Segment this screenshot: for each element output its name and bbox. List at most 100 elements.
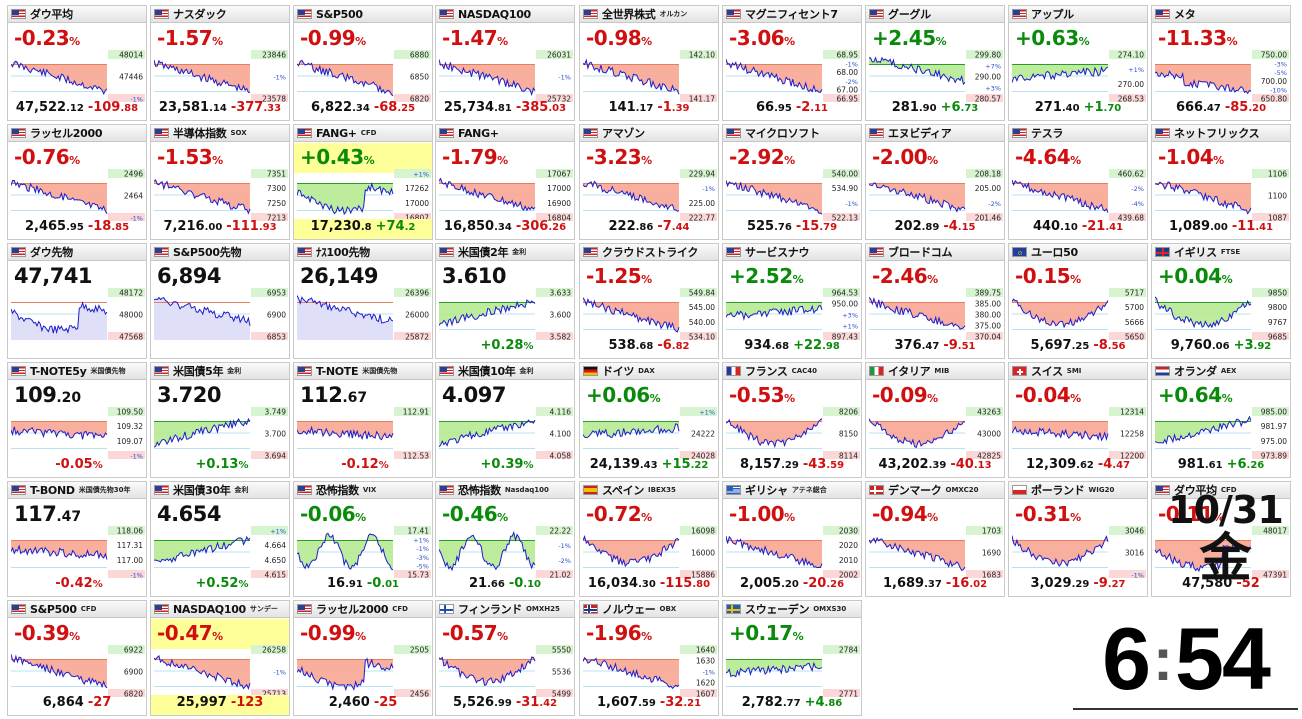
percent-change: -2.46 [872,264,928,288]
tile-nqcfd[interactable]: NASDAQ100 サンデー -0.47% 26258 -1% 25713 25,997 -1… [150,600,290,716]
tile-apple[interactable]: アップル +0.63% 274.10 +1% 270.00 268.53 271.40 +1.… [1008,5,1148,121]
sparkline-area [297,60,393,96]
tick-label: 9767 [1268,318,1287,327]
tile-msft[interactable]: マイクロソフト -2.92% 540.00 534.90 -1% 522.13 525.76… [722,124,862,240]
tick-label: 5499 [552,690,571,698]
tick-label-bg [1109,526,1146,535]
tile-world[interactable]: 全世界株式 オルカン -0.98% 142.10 141.17 141.17 -1.39 [579,5,719,121]
tile-aex[interactable]: オランダ AEX +0.64% 985.00 981.97 975.00 973.89 981… [1151,362,1291,478]
tile-header: FANG+ [436,125,574,142]
tile-now[interactable]: サービスナウ +2.52% 964.53 950.00 +3% +1% 897.43 934.… [722,243,862,359]
tile-headline: -0.57% [436,619,574,649]
tile-avgo[interactable]: ブロードコム -2.46% 389.75 385.00 380.00 375.00 370.… [865,243,1005,359]
tile-mib[interactable]: イタリア MIB -0.09% 43263 43000 42825 43,202.39 -40… [865,362,1005,478]
tile-us10y[interactable]: 米国債10年 金利 4.097 4.116 4.100 4.058 +0.39% [435,362,575,478]
tile-omxs[interactable]: スウェーデン OMXS30 +0.17% 2784 2771 2,782.77 +4.86 [722,600,862,716]
tile-greece[interactable]: ギリシャ アテネ総合 -1.00% 2030 2020 2010 2002 2,005.20-… [722,481,862,597]
tile-header: ダウ平均 [8,6,146,23]
tile-dow[interactable]: ダウ平均 -0.23% 48014 47446 -1% 47,522.12 -109.88 [7,5,147,121]
sparkline-area [869,538,965,571]
percent-sign: % [355,630,367,643]
tile-fangcfd[interactable]: FANG+ CFD +0.43% +1% 17262 17000 16807 17,230.8… [293,124,433,240]
change-value: -40 [950,457,974,472]
sparkline-chart: 109.50 109.32 109.07 -1% [11,407,145,459]
tile-russell[interactable]: ラッセル2000 -0.76% 2496 2464 -1% 2,465.95 -18.85 [7,124,147,240]
tile-headline: +0.64% [1152,381,1290,411]
sparkline-area [726,418,822,447]
tile-headline: +2.52% [723,262,861,292]
tile-nqfut[interactable]: ﾅｽ100先物 26,149 26396 26000 25872 [293,243,433,359]
percent-change: +0.06 [586,383,650,407]
tick-label-bg [536,50,573,59]
tile-vix[interactable]: 恐怖指数 VIX -0.06% 17.41 +1% -1% -3% -5% 15.73 16.91… [293,481,433,597]
tile-tsla[interactable]: テスラ -4.64% 460.62 -2% -4% 439.68 440.10 -21.41 [1008,124,1148,240]
tile-omxh[interactable]: フィンランド OMXH25 -0.57% 5550 5536 5499 5,526.99 -3… [435,600,575,716]
tile-crwd[interactable]: クラウドストライク -1.25% 549.84 545.00 540.00 534.10 5… [579,243,719,359]
tick-label: 5536 [552,668,571,677]
tile-cac[interactable]: フランス CAC40 -0.53% 8206 8150 8114 8,157.29 -43.5… [722,362,862,478]
tile-nflx[interactable]: ネットフリックス -1.04% 1106 1100 1087 1,089.00 -11.41 [1151,124,1291,240]
sparkline-chart: 8206 8150 8114 [726,407,860,459]
tile-us2y[interactable]: 米国債2年 金利 3.610 3.633 3.600 3.582 +0.28% [435,243,575,359]
tick-label-bg [1109,451,1146,459]
tile-amazon[interactable]: アマゾン -3.23% 229.94 -1% 225.00 222.77 222.86 -7.… [579,124,719,240]
tile-vxn[interactable]: 恐怖指数 Nasdaq100 -0.46% 22.22 -1% -2% 21.02 21.66… [435,481,575,597]
flag-us-icon [11,9,26,19]
tile-nasdaq100[interactable]: NASDAQ100 -1.47% 26031 -1% 25732 25,734.81 -38… [435,5,575,121]
tick-label: -1% [130,96,143,103]
tile-headline: -0.06% [294,500,432,530]
percent-change: -0.53 [729,383,785,407]
tile-dowcfd[interactable]: ダウ平均 CFD -0.11% 48017 47391 47,580 -52 [1151,481,1291,597]
tile-nvda[interactable]: エヌビディア -2.00% 208.18 205.00 -2% 201.46 202.89-… [865,124,1005,240]
tile-meta[interactable]: メタ -11.33% 750.00 -3% -5% 700.00 -10% 650.80 666… [1151,5,1291,121]
current-value: 8,157 [739,457,782,472]
tile-us30y[interactable]: 米国債30年 金利 4.654 +1% 4.664 4.650 4.615 +0.52% [150,481,290,597]
tile-sox[interactable]: 半導体指数 SOX -1.53% 7351 7300 7250 7213 7,216.00 -1… [150,124,290,240]
tile-wig[interactable]: ポーランド WIG20 -0.31% 3046 3016 -1% 3,029.29 -9.27 [1008,481,1148,597]
flag-de-icon [583,366,598,376]
tile-dax[interactable]: ドイツ DAX +0.06% +1% 24222 24028 24,139.43 +15.22 [579,362,719,478]
tile-headline: -0.72% [580,500,718,530]
change-value-decimal: .26 [1246,460,1265,471]
change-value-decimal: .70 [1103,103,1122,114]
tile-headline: -0.99% [294,619,432,649]
tile-us5y[interactable]: 米国債5年 金利 3.720 3.749 3.700 3.694 +0.13% [150,362,290,478]
current-value-decimal: .34 [494,222,512,233]
tick-label-bg [536,570,573,578]
tile-eu50[interactable]: ユーロ50 -0.15% 5717 5700 5666 5650 5,697.25 -8.56 [1008,243,1148,359]
percent-sign: % [927,511,939,524]
tile-smi[interactable]: スイス SMI -0.04% 12314 12258 12200 12,309.62 -4.4… [1008,362,1148,478]
percent-change: +2.52 [729,264,793,288]
tick-label: 26000 [405,311,429,320]
tick-label: 1106 [1268,170,1287,179]
tick-label-bg [108,288,145,297]
current-value: 9,760 [1170,338,1212,353]
tile-google[interactable]: グーグル +2.45% 299.80 +7% 290.00 +3% 280.57 281.90… [865,5,1005,121]
tick-label: 16804 [547,214,571,222]
tile-tbond[interactable]: T-BOND 米国債先物30年 117.47 118.06 117.31 117.00 -1… [7,481,147,597]
tile-nasdaq[interactable]: ナスダック -1.57% 23846 -1% 23578 23,581.14 -377.33 [150,5,290,121]
tick-label: 950.00 [832,300,858,309]
tile-dowfut[interactable]: ダウ先物 47,741 48172 48000 47568 [7,243,147,359]
percent-sign: % [784,154,796,167]
percent-sign: % [378,460,389,471]
tile-obx[interactable]: ノルウェー OBX -1.96% 1640 1630 -1% 1620 1607 1,607.5… [579,600,719,716]
flag-us-icon [439,128,454,138]
tile-ibex[interactable]: スペイン IBEX35 -0.72% 16098 16000 15886 16,034.30… [579,481,719,597]
percent-change: -2.92 [729,145,785,169]
tile-sp500[interactable]: S&P500 -0.99% 6880 6850 6820 6,822.34 -68.25 [293,5,433,121]
tile-omxc[interactable]: デンマーク OMXC20 -0.94% 1703 1690 1683 1,689.37 -16… [865,481,1005,597]
tick-label-bg [680,451,717,459]
tile-tnote5[interactable]: T-NOTE5y 米国債先物 109.20 109.50 109.32 109.07 -1%… [7,362,147,478]
sparkline-line [1012,298,1109,329]
current-value: 1,089 [1168,219,1211,234]
percent-sign: % [927,273,939,286]
tile-spcfd[interactable]: S&P500 CFD -0.39% 6922 6900 6820 6,864 -27 [7,600,147,716]
tile-tnote[interactable]: T-NOTE 米国債先物 112.67 112.91 112.53 -0.12% [293,362,433,478]
tile-ftse[interactable]: イギリス FTSE +0.04% 9850 9800 9767 9685 9,760.06 +3… [1151,243,1291,359]
tile-rutcfd[interactable]: ラッセル2000 CFD -0.99% 2505 2456 2,460 -25 [293,600,433,716]
tile-fang[interactable]: FANG+ -1.79% 17067 17000 16900 16804 16,850.34… [435,124,575,240]
tick-label: 68.00 [837,68,859,77]
tile-spfut[interactable]: S&P500先物 6,894 6953 6900 6853 [150,243,290,359]
tile-mag7[interactable]: マグニフィセント7 -3.06% 68.95 -1% 68.00 -2% 67.00 66.9… [722,5,862,121]
